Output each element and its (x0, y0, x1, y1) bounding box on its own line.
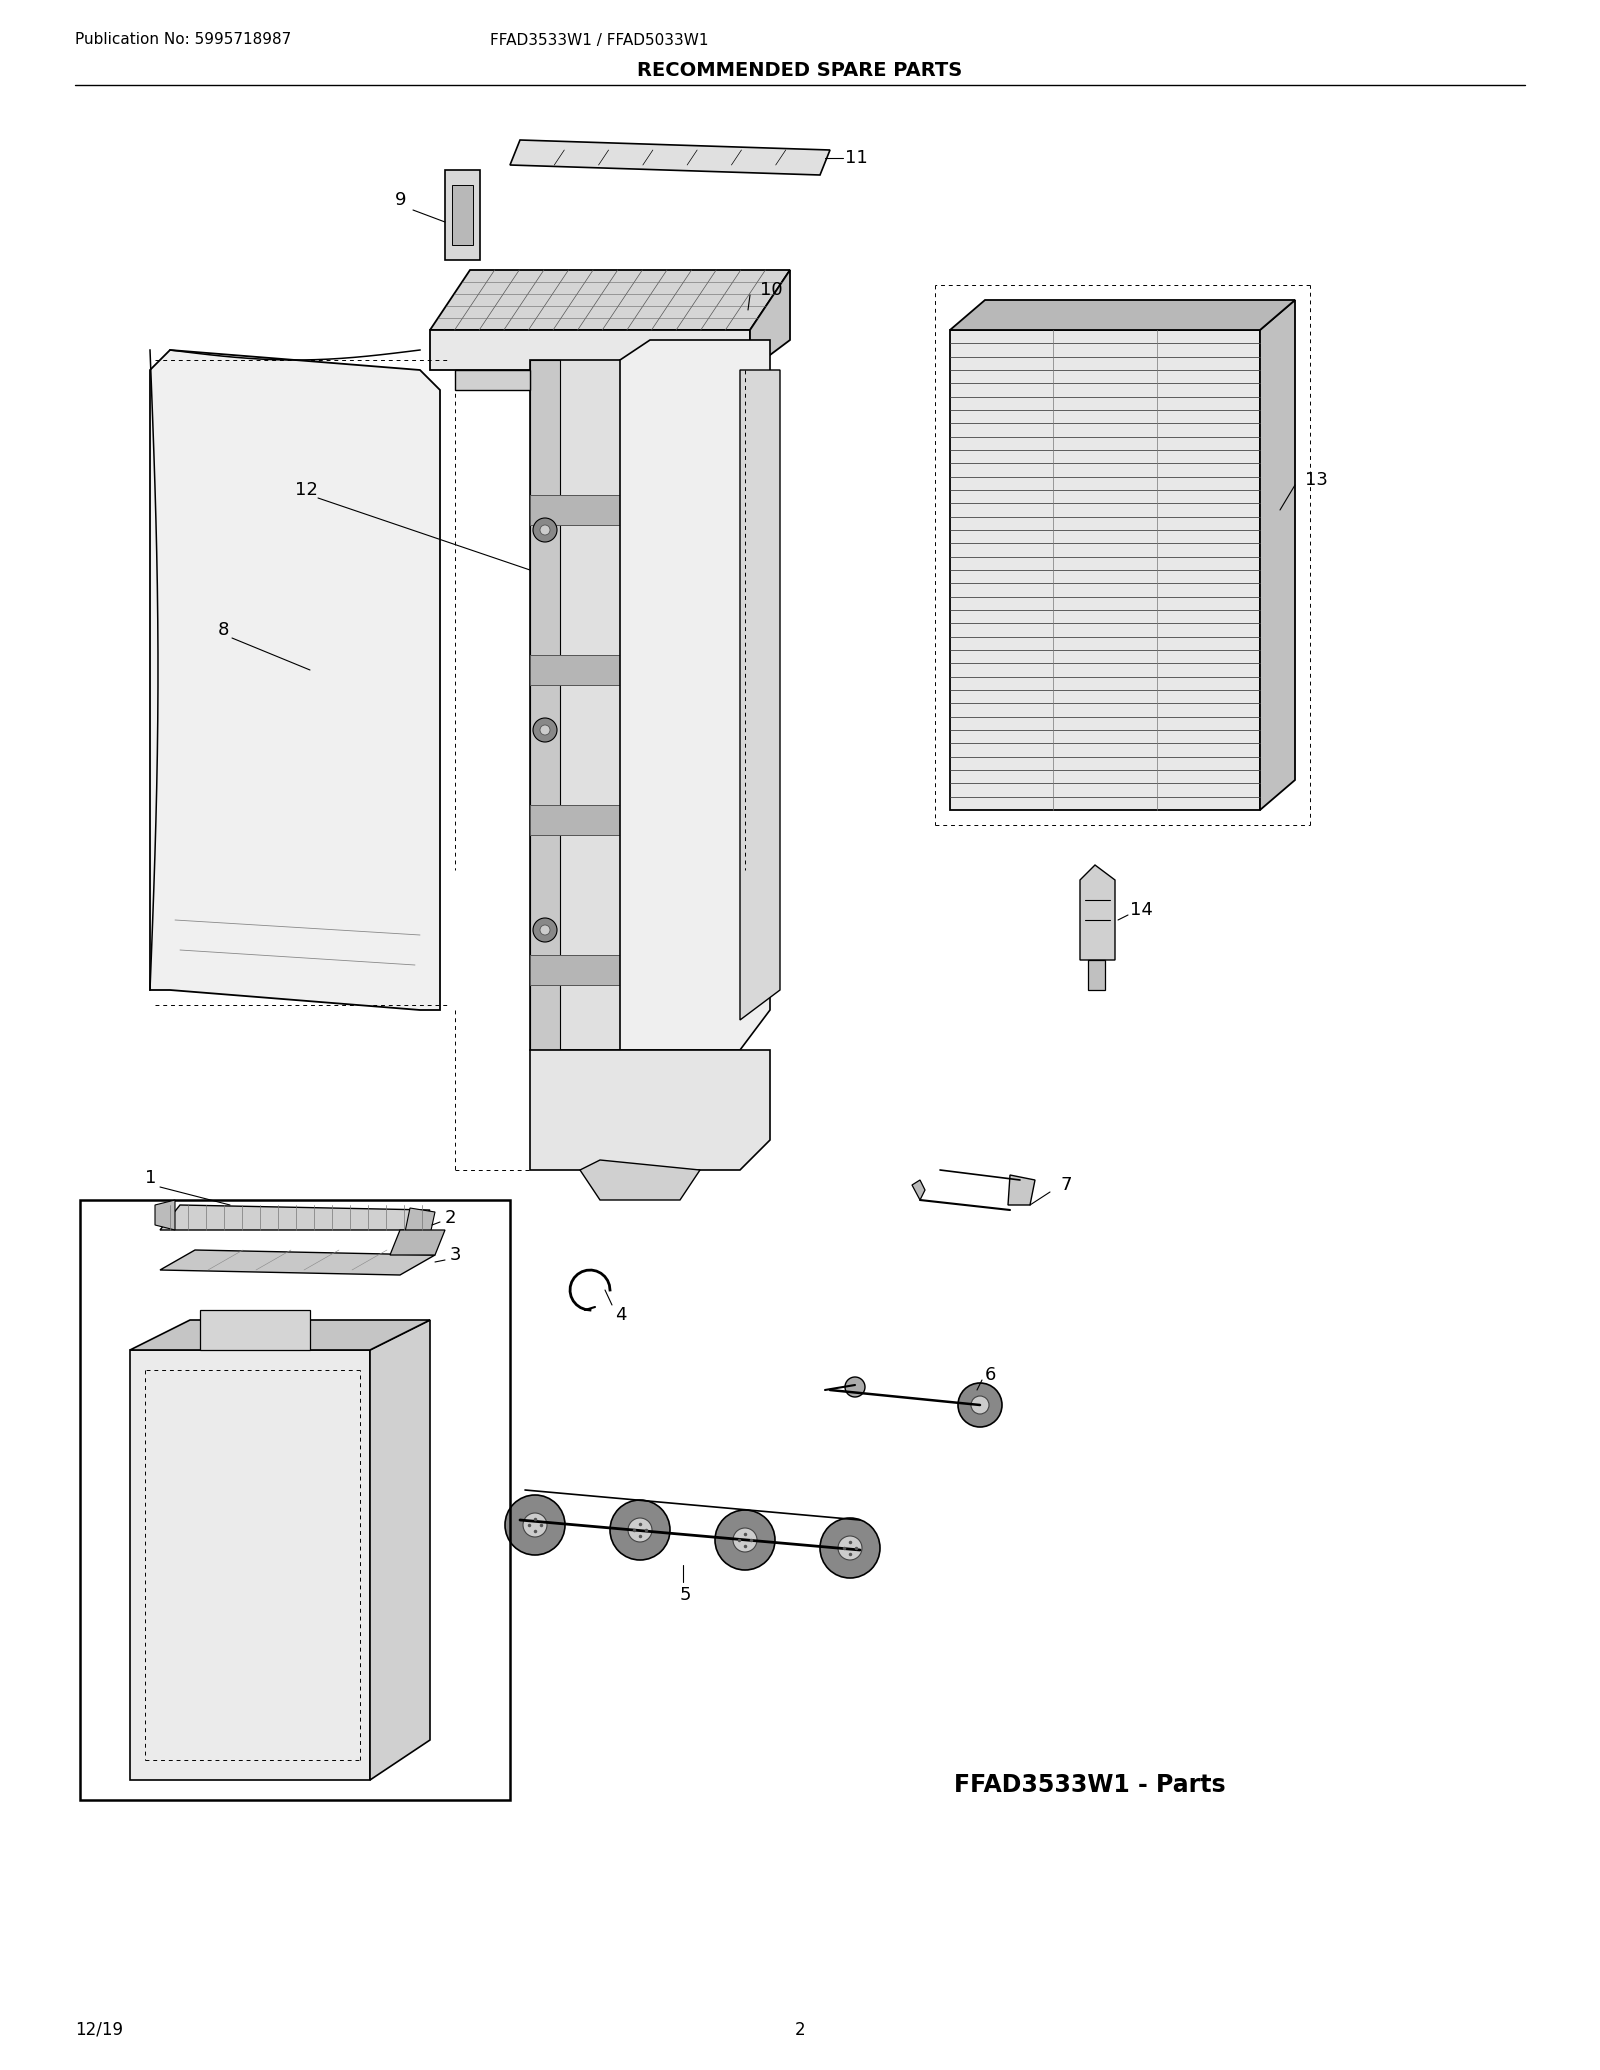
Text: 1: 1 (146, 1170, 157, 1186)
Circle shape (819, 1517, 880, 1577)
Polygon shape (530, 360, 560, 1049)
Polygon shape (530, 805, 730, 834)
Circle shape (506, 1495, 565, 1555)
Polygon shape (530, 495, 730, 526)
Text: 6: 6 (986, 1366, 997, 1385)
Polygon shape (621, 339, 770, 1049)
Polygon shape (430, 269, 790, 329)
Text: 11: 11 (845, 149, 867, 168)
Polygon shape (1080, 865, 1115, 960)
Polygon shape (454, 371, 530, 389)
Polygon shape (579, 1159, 701, 1201)
Text: 14: 14 (1130, 900, 1154, 919)
Text: 4: 4 (614, 1306, 627, 1325)
Polygon shape (950, 329, 1261, 809)
Polygon shape (200, 1310, 310, 1350)
Polygon shape (445, 170, 480, 261)
Polygon shape (150, 350, 440, 1010)
Text: 3: 3 (450, 1246, 461, 1265)
Text: 10: 10 (760, 282, 782, 298)
Polygon shape (530, 954, 730, 985)
Circle shape (541, 925, 550, 936)
Text: FFAD3533W1 - Parts: FFAD3533W1 - Parts (954, 1774, 1226, 1797)
Polygon shape (510, 141, 830, 176)
Polygon shape (160, 1205, 430, 1230)
Text: 13: 13 (1306, 472, 1328, 489)
Polygon shape (701, 360, 730, 1049)
Circle shape (838, 1536, 862, 1561)
Polygon shape (130, 1350, 370, 1780)
Circle shape (845, 1377, 866, 1397)
Circle shape (971, 1395, 989, 1414)
Text: 12: 12 (294, 480, 318, 499)
Polygon shape (530, 1049, 770, 1170)
Polygon shape (912, 1180, 925, 1201)
Circle shape (610, 1501, 670, 1561)
Polygon shape (530, 654, 730, 685)
Circle shape (533, 718, 557, 741)
Text: Publication No: 5995718987: Publication No: 5995718987 (75, 33, 291, 48)
Polygon shape (530, 360, 730, 1049)
Polygon shape (739, 371, 781, 1021)
Polygon shape (430, 329, 750, 371)
Polygon shape (160, 1250, 435, 1275)
Text: 5: 5 (680, 1586, 691, 1604)
Bar (80, 1201, 510, 1801)
Circle shape (533, 917, 557, 942)
Text: 9: 9 (395, 190, 406, 209)
Circle shape (533, 518, 557, 542)
Polygon shape (453, 184, 474, 244)
Circle shape (958, 1383, 1002, 1426)
Circle shape (627, 1517, 653, 1542)
Text: 12/19: 12/19 (75, 2020, 123, 2039)
Text: 2: 2 (445, 1209, 456, 1228)
Text: RECOMMENDED SPARE PARTS: RECOMMENDED SPARE PARTS (637, 60, 963, 79)
Polygon shape (155, 1201, 174, 1230)
Polygon shape (750, 269, 790, 371)
Text: FFAD3533W1 / FFAD5033W1: FFAD3533W1 / FFAD5033W1 (490, 33, 709, 48)
Polygon shape (1008, 1176, 1035, 1205)
Polygon shape (1088, 960, 1106, 989)
Circle shape (715, 1509, 774, 1569)
Circle shape (733, 1528, 757, 1552)
Polygon shape (950, 300, 1294, 329)
Polygon shape (405, 1209, 435, 1236)
Polygon shape (1261, 300, 1294, 809)
Polygon shape (130, 1321, 430, 1350)
Text: 2: 2 (795, 2020, 805, 2039)
Text: 7: 7 (1059, 1176, 1072, 1194)
Polygon shape (390, 1230, 445, 1254)
Circle shape (541, 724, 550, 735)
Circle shape (541, 526, 550, 534)
Polygon shape (370, 1321, 430, 1780)
Text: 8: 8 (218, 621, 229, 640)
Circle shape (523, 1513, 547, 1538)
